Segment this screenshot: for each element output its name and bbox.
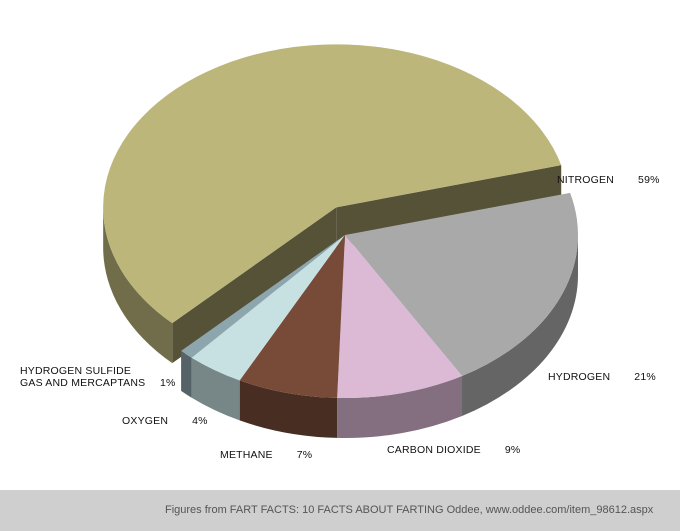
value-label: 59% <box>638 174 660 186</box>
slice-label: OXYGEN 4% <box>122 415 208 427</box>
pie-slice <box>191 235 345 381</box>
value-label: 7% <box>296 449 313 461</box>
pie-slice <box>337 235 463 399</box>
slice-label: METHANE 7% <box>220 449 312 461</box>
slice-label: HYDROGEN SULFIDE GAS AND MERCAPTANS 1% <box>20 365 176 389</box>
slice-side <box>191 357 240 421</box>
pie-slice <box>239 235 345 398</box>
slice-cut-face <box>172 207 337 364</box>
slice-label: NITROGEN 59% <box>557 174 660 186</box>
pie-slice <box>181 235 345 358</box>
slice-side <box>181 350 192 398</box>
value-label: 1% <box>160 377 176 389</box>
slice-side <box>337 375 463 439</box>
slice-side <box>103 207 173 364</box>
value-label: 21% <box>634 371 656 383</box>
value-label: 9% <box>504 444 521 456</box>
slice-label: HYDROGEN 21% <box>548 371 656 383</box>
pie-slice <box>103 44 562 324</box>
category-label: CARBON DIOXIDE <box>387 444 481 456</box>
category-label: HYDROGEN <box>548 371 611 383</box>
slice-label: CARBON DIOXIDE 9% <box>387 444 520 456</box>
category-label: NITROGEN <box>557 174 615 186</box>
footer: Figures from FART FACTS: 10 FACTS ABOUT … <box>0 490 680 531</box>
footer-text: Figures from FART FACTS: 10 FACTS ABOUT … <box>165 504 654 516</box>
slice-side <box>462 235 578 416</box>
value-label: 4% <box>192 415 208 427</box>
chart <box>103 44 578 439</box>
pie-slice <box>345 192 578 376</box>
category-label: METHANE <box>220 449 273 461</box>
category-label: OXYGEN <box>122 415 169 427</box>
category-label: HYDROGEN SULFIDE GAS AND MERCAPTANS <box>20 365 146 389</box>
slice-side <box>239 380 338 438</box>
